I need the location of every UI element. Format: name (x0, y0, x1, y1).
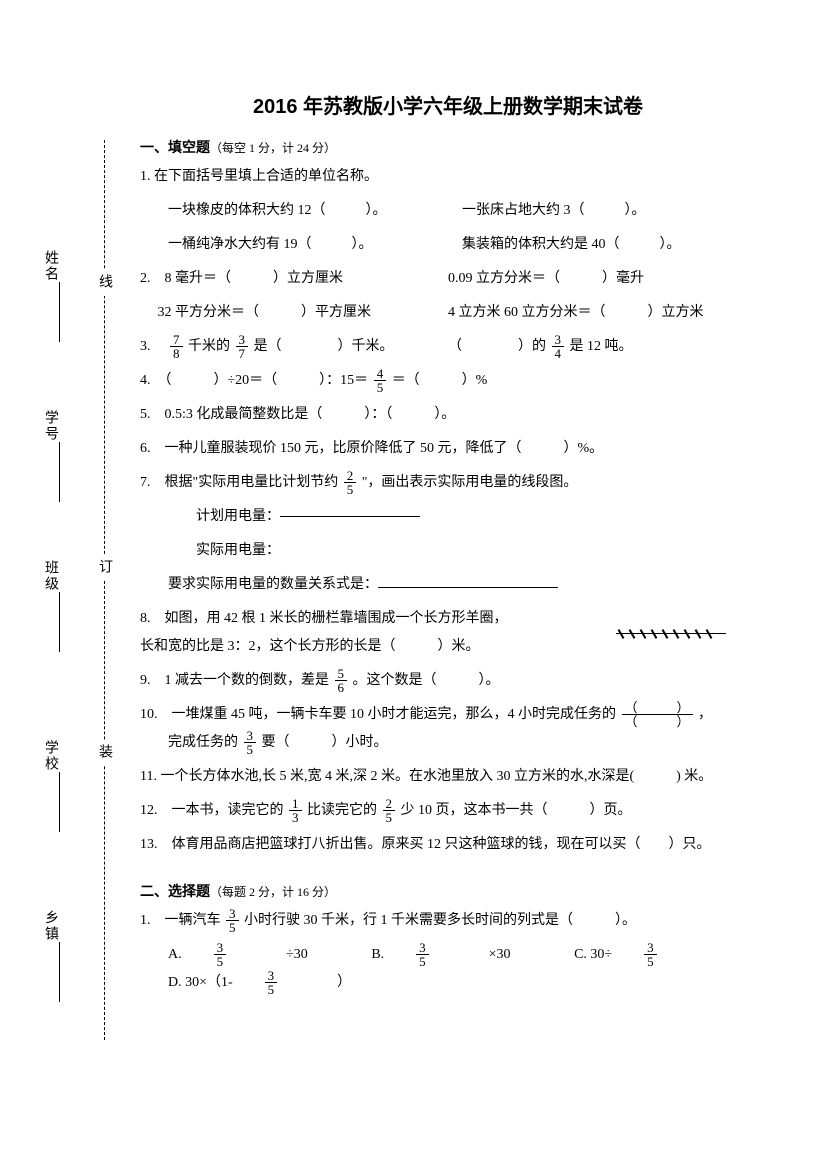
fraction-2-5b: 25 (383, 797, 396, 824)
q1b: 一张床占地大约 3（）。 (462, 197, 756, 225)
q4: 4. （ ）÷20＝（ ）：15＝ 45 ＝（ ）% (140, 367, 756, 395)
page-title: 2016 年苏教版小学六年级上册数学期末试卷 (140, 90, 756, 119)
q13: 13. 体育用品商店把篮球打八折出售。原来买 12 只这种篮球的钱，现在可以买（… (140, 831, 756, 859)
q2b: 0.09 立方分米＝（ ）毫升 (448, 265, 756, 293)
q9: 9. 1 减去一个数的倒数，差是 56 。这个数是（ ）。 (140, 667, 756, 695)
opt-D: D. 30×（1-35） (168, 969, 381, 997)
fraction-3-4: 34 (552, 333, 565, 360)
q8-line1: 8. 如图，用 42 根 1 米长的栅栏靠墙围成一个长方形羊圈， (140, 611, 508, 626)
plan-bar (280, 516, 420, 517)
q7-actual: 实际用电量： (140, 537, 756, 565)
q5: 5. 0.5:3 化成最简整数比是（ ）：（ ）。 (140, 401, 756, 429)
fraction-3-5b: 35 (226, 907, 239, 934)
page-content: 2016 年苏教版小学六年级上册数学期末试卷 一、填空题（每空 1 分，计 24… (0, 0, 826, 1043)
q3b: （ ）的 34 是 12 吨。 (448, 333, 756, 361)
section2-header-text: 二、选择题 (140, 885, 210, 900)
q8: 8. 如图，用 42 根 1 米长的栅栏靠墙围成一个长方形羊圈， 长和宽的比是 … (140, 605, 756, 661)
q2a: 2. 8 毫升＝（ ）立方厘米 (140, 265, 448, 293)
q3a: 3. 78 千米的 37 是（ ）千米。 (140, 333, 448, 361)
q8-line2: 长和宽的比是 3：2，这个长方形的长是（ ）米。 (140, 639, 480, 654)
s2-q1-options: A. 35 ÷30 B. 35 ×30 C. 30÷35 D. 30×（1-35… (140, 941, 756, 997)
fraction-4-5: 45 (374, 367, 387, 394)
q1-stem: 1. 在下面括号里填上合适的单位名称。 (140, 163, 756, 191)
fraction-3-5a: 35 (244, 729, 257, 756)
q6: 6. 一种儿童服装现价 150 元，比原价降低了 50 元，降低了（ ）%。 (140, 435, 756, 463)
q2-row2: 32 平方分米＝（ ）平方厘米 4 立方米 60 立方分米＝（ ）立方米 (140, 299, 756, 327)
q7-relation: 要求实际用电量的数量关系式是： (140, 571, 756, 599)
relation-blank (378, 574, 558, 588)
q2-row1: 2. 8 毫升＝（ ）立方厘米 0.09 立方分米＝（ ）毫升 (140, 265, 756, 293)
q3: 3. 78 千米的 37 是（ ）千米。 （ ）的 34 是 12 吨。 (140, 333, 756, 361)
fraction-3-7: 37 (236, 333, 249, 360)
q1-row1: 一块橡皮的体积大约 12（）。 一张床占地大约 3（）。 (140, 197, 756, 225)
q2d: 4 立方米 60 立方分米＝（ ）立方米 (448, 299, 756, 327)
opt-A: A. 35 ÷30 (168, 941, 338, 969)
opt-C: C. 30÷35 (574, 941, 717, 969)
q8-wall-figure (616, 607, 726, 634)
fraction-5-6: 56 (335, 667, 348, 694)
section2-header: 二、选择题（每题 2 分，计 16 分） (140, 881, 756, 901)
q1d: 集装箱的体积大约是 40（）。 (462, 231, 756, 259)
section1-header: 一、填空题（每空 1 分，计 24 分） (140, 137, 756, 157)
section1-header-text: 一、填空题 (140, 141, 210, 156)
q10-line2: 完成任务的 35 要（ ）小时。 (140, 735, 388, 750)
section1-scoring: （每空 1 分，计 24 分） (210, 141, 336, 155)
q11: 11. 一个长方体水池,长 5 米,宽 4 米,深 2 米。在水池里放入 30 … (140, 763, 756, 791)
opt-B: B. 35 ×30 (371, 941, 540, 969)
fraction-7-8: 78 (170, 333, 183, 360)
q1a: 一块橡皮的体积大约 12（）。 (168, 197, 462, 225)
q7-plan: 计划用电量： (140, 503, 756, 531)
s2-q1-stem: 1. 一辆汽车 35 小时行驶 30 千米，行 1 千米需要多长时间的列式是（ … (140, 907, 756, 935)
fraction-2-5: 25 (344, 469, 357, 496)
fraction-blank: （ ）（ ） (622, 701, 693, 728)
q1-row2: 一桶纯净水大约有 19（）。 集装箱的体积大约是 40（）。 (140, 231, 756, 259)
q10: 10. 一堆煤重 45 吨，一辆卡车要 10 小时才能运完，那么，4 小时完成任… (140, 701, 756, 757)
q2c: 32 平方分米＝（ ）平方厘米 (140, 299, 448, 327)
q7-stem: 7. 根据"实际用电量比计划节约 25 "，画出表示实际用电量的线段图。 (140, 469, 756, 497)
section2-scoring: （每题 2 分，计 16 分） (210, 885, 336, 899)
q1c: 一桶纯净水大约有 19（）。 (168, 231, 462, 259)
fraction-1-3: 13 (289, 797, 302, 824)
q12: 12. 一本书，读完它的 13 比读完它的 25 少 10 页，这本书一共（ ）… (140, 797, 756, 825)
